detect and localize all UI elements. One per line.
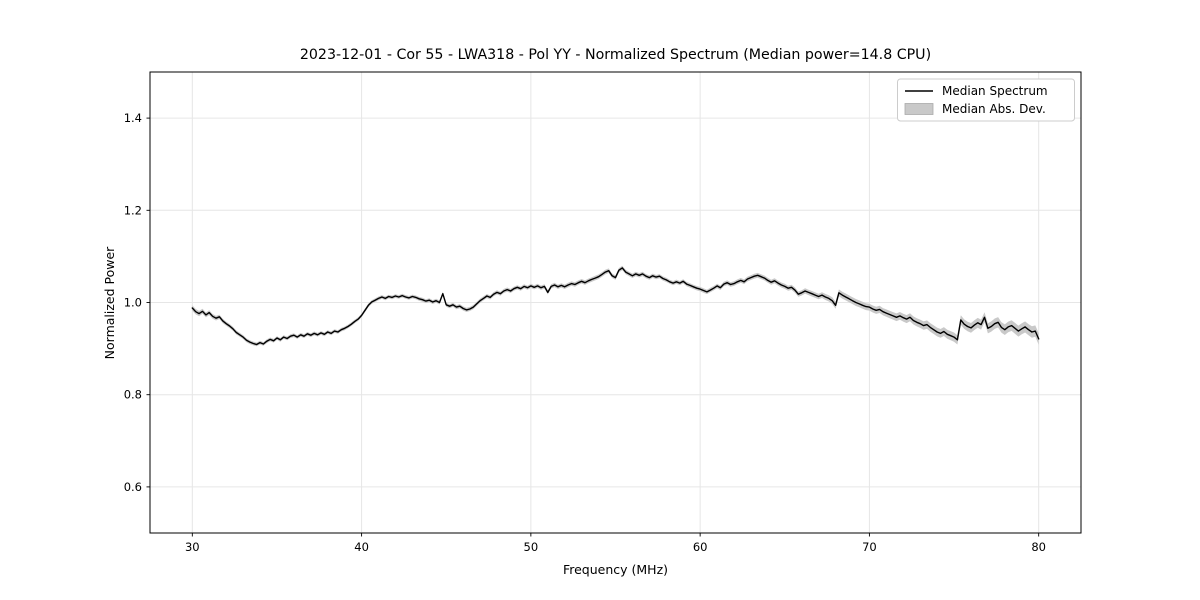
y-axis-label: Normalized Power: [102, 246, 117, 359]
axis-tick-labels: 30 40 50 60 70 80 0.6 0.8 1.0 1.2 1.4: [124, 111, 1046, 554]
x-tick-label: 70: [862, 540, 877, 554]
y-tick-label: 0.8: [124, 388, 142, 402]
legend-entry-median-abs-dev: Median Abs. Dev.: [942, 102, 1046, 116]
legend-patch-sample: [904, 103, 934, 115]
y-tick-label: 1.4: [124, 111, 142, 125]
x-axis-label: Frequency (MHz): [562, 562, 669, 577]
x-tick-label: 50: [524, 540, 539, 554]
legend-entry-median-spectrum: Median Spectrum: [942, 84, 1048, 98]
y-tick-label: 1.0: [124, 296, 142, 310]
axis-tick-marks: [146, 117, 1040, 537]
legend-box: [897, 78, 1075, 122]
plot-border: [149, 71, 1082, 534]
grid-lines: [150, 72, 1081, 533]
chart-title: 2023-12-01 - Cor 55 - LWA318 - Pol YY - …: [299, 47, 932, 63]
x-tick-label: 80: [1031, 540, 1046, 554]
x-tick-label: 40: [354, 540, 369, 554]
legend: [897, 78, 1075, 122]
x-tick-label: 30: [185, 540, 200, 554]
y-tick-label: 1.2: [124, 203, 142, 217]
median-spectrum-line: [191, 267, 1040, 346]
y-tick-label: 0.6: [124, 480, 142, 494]
x-tick-label: 60: [693, 540, 708, 554]
